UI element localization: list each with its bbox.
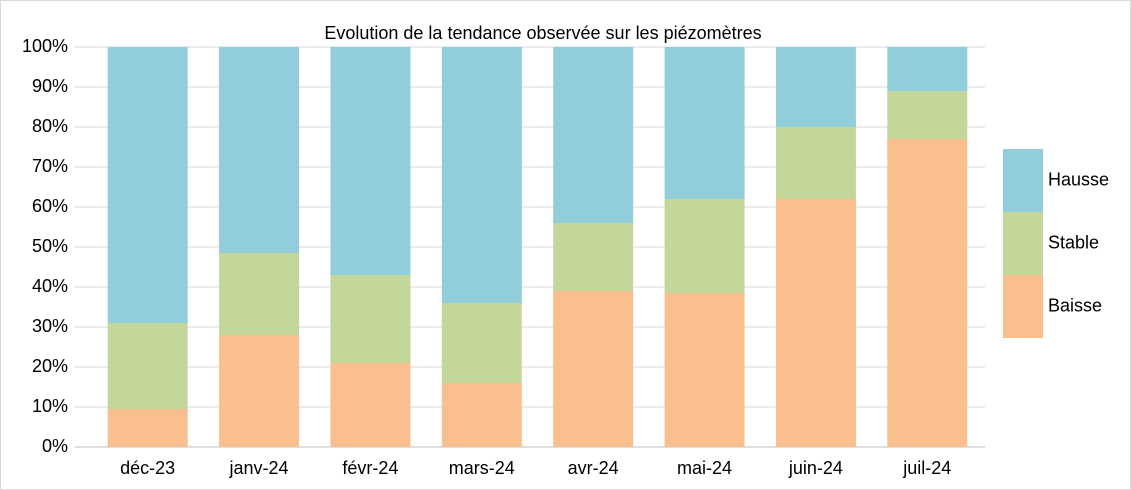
bar-segment — [664, 293, 745, 447]
bar-segment — [664, 47, 745, 199]
bar-segment — [107, 47, 188, 323]
y-tick-label: 30% — [32, 316, 68, 336]
y-tick-label: 60% — [32, 196, 68, 216]
bar-segment — [441, 303, 522, 383]
x-tick-label: juil-24 — [902, 458, 951, 478]
x-tick-label: mars-24 — [449, 458, 515, 478]
bar-segment — [107, 323, 188, 409]
y-tick-label: 10% — [32, 396, 68, 416]
x-tick-label: avr-24 — [568, 458, 619, 478]
bar-segment — [441, 47, 522, 303]
bar-segment — [330, 363, 411, 447]
bar-segment — [553, 223, 634, 291]
bar-segment — [664, 199, 745, 293]
x-tick-label: mai-24 — [677, 458, 732, 478]
y-tick-label: 20% — [32, 356, 68, 376]
legend-label: Hausse — [1048, 169, 1109, 189]
bar-segment — [775, 199, 856, 447]
bar-segment — [887, 91, 968, 139]
bar-segment — [887, 139, 968, 447]
bar-segment — [775, 127, 856, 199]
bar-segment — [219, 253, 300, 335]
legend-label: Stable — [1048, 232, 1099, 252]
legend-swatch — [1003, 275, 1043, 338]
bar-segment — [330, 47, 411, 275]
y-tick-label: 70% — [32, 156, 68, 176]
bar-segment — [330, 275, 411, 363]
legend-swatch — [1003, 149, 1043, 212]
legend-label: Baisse — [1048, 295, 1102, 315]
bar-segment — [775, 47, 856, 127]
y-tick-label: 0% — [42, 436, 68, 456]
y-tick-label: 40% — [32, 276, 68, 296]
y-tick-label: 80% — [32, 116, 68, 136]
bar-segment — [107, 409, 188, 447]
y-tick-label: 50% — [32, 236, 68, 256]
x-tick-label: janv-24 — [229, 458, 289, 478]
legend-swatch — [1003, 212, 1043, 275]
chart-title: Evolution de la tendance observée sur le… — [324, 23, 761, 43]
bar-segment — [887, 47, 968, 91]
x-tick-label: juin-24 — [788, 458, 843, 478]
x-tick-label: déc-23 — [120, 458, 175, 478]
bar-segment — [441, 383, 522, 447]
bar-segment — [553, 47, 634, 223]
y-tick-label: 100% — [22, 36, 68, 56]
bar-segment — [219, 47, 300, 253]
bar-segment — [219, 335, 300, 447]
y-tick-label: 90% — [32, 76, 68, 96]
x-tick-label: févr-24 — [342, 458, 398, 478]
bar-segment — [553, 291, 634, 447]
